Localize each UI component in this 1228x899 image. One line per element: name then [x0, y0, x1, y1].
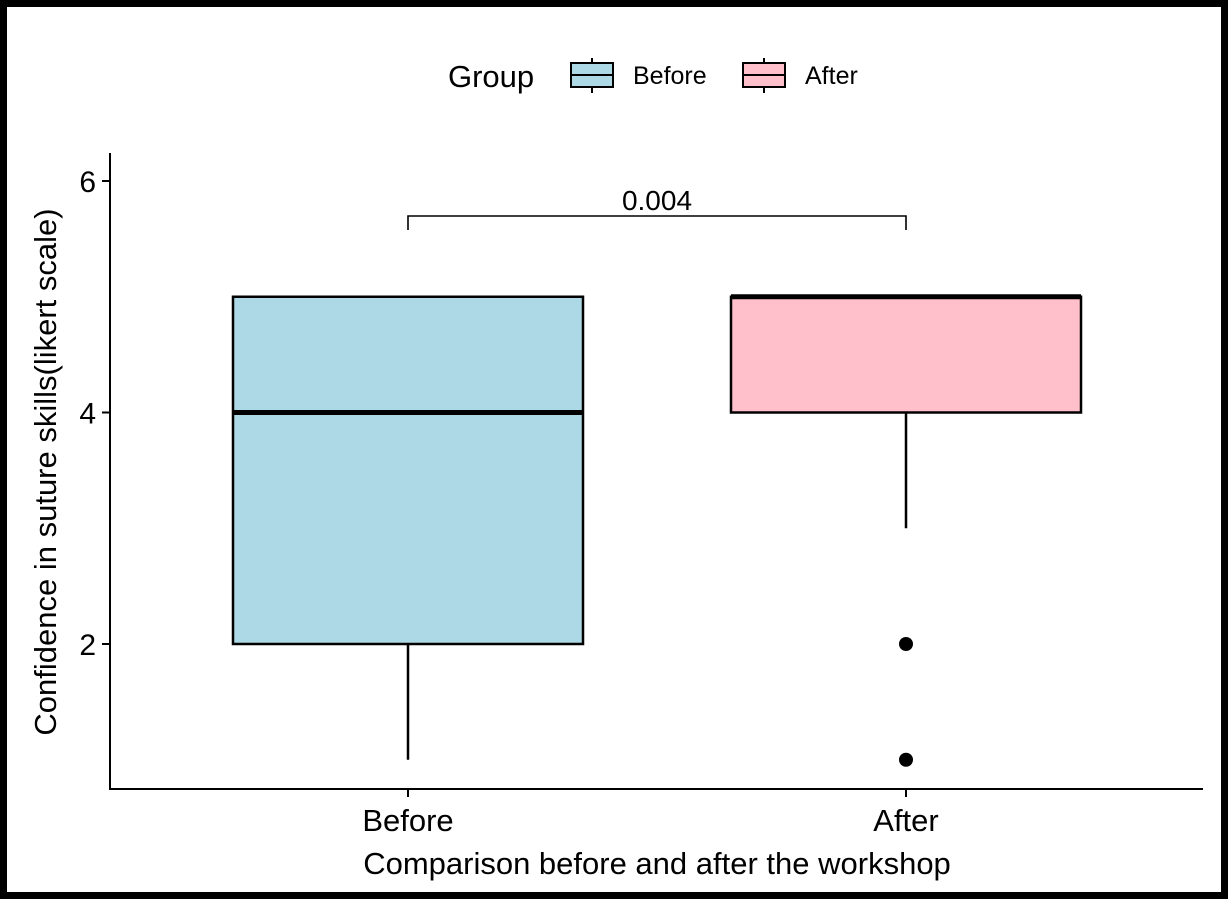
y-tick-label: 6 [79, 166, 96, 199]
outlier-point [899, 752, 913, 767]
legend-item-after: After [742, 58, 858, 93]
annotations: 0.004 [407, 185, 907, 230]
x-tick-label: After [873, 803, 938, 838]
box-after [729, 294, 1083, 767]
y-ticks: 2 4 6 [79, 166, 110, 662]
box-rect [231, 295, 585, 646]
y-axis-label: Confidence in suture skills(likert scale… [28, 208, 63, 735]
significance-bracket [407, 215, 907, 230]
box-before [231, 295, 585, 760]
legend-item-before: Before [570, 58, 707, 93]
axes: 2 4 6 Before After [79, 153, 1203, 838]
boxes [231, 294, 1083, 767]
x-axis-label: Comparison before and after the workshop [363, 846, 951, 881]
y-tick-label: 4 [79, 398, 96, 431]
box-rect [729, 295, 1083, 414]
legend: Group Before After [448, 58, 858, 94]
outlier-point [899, 637, 913, 651]
x-ticks: Before After [362, 789, 939, 838]
legend-label: Before [633, 62, 707, 90]
legend-title: Group [448, 59, 534, 94]
p-value-label: 0.004 [622, 185, 692, 216]
legend-label: After [805, 62, 858, 90]
legend-items: Before After [570, 58, 858, 93]
y-tick-label: 2 [79, 629, 96, 662]
x-tick-label: Before [362, 803, 453, 838]
